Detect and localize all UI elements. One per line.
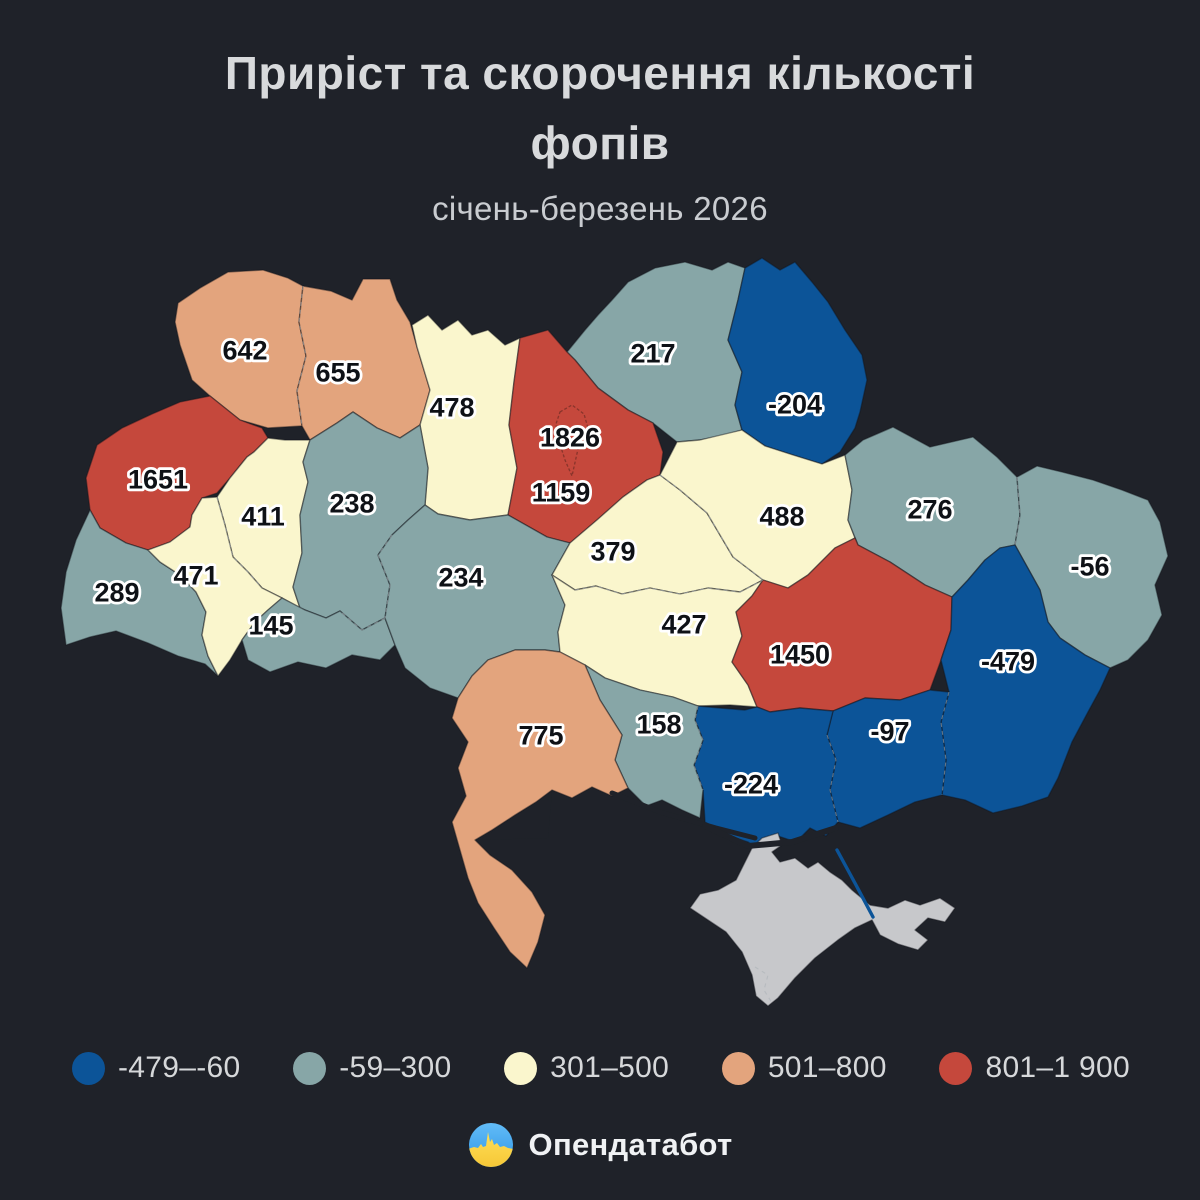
legend-label: 501–800 bbox=[767, 1051, 887, 1084]
legend-item-1: -59–300 bbox=[293, 1051, 451, 1085]
opendatabot-logo-icon bbox=[468, 1122, 514, 1168]
border-kherson-zaporizhzhia bbox=[826, 734, 839, 823]
legend-swatch-icon bbox=[293, 1051, 327, 1085]
title-block: Приріст та скорочення кількості фопів сі… bbox=[0, 38, 1200, 228]
value-label-kirovohrad: 427 bbox=[661, 610, 706, 640]
value-label-kharkiv: 276 bbox=[907, 495, 952, 525]
value-label-vinnytsia: 234 bbox=[438, 563, 483, 593]
value-label-zaporizhzhia: -97 bbox=[870, 717, 909, 747]
arabat-spit bbox=[835, 848, 875, 919]
value-label-zhytomyr: 478 bbox=[429, 393, 474, 423]
value-label-poltava: 488 bbox=[759, 502, 804, 532]
legend-label: 801–1 900 bbox=[985, 1051, 1130, 1084]
value-label-luhansk: -56 bbox=[1070, 552, 1109, 582]
map-borders-decor bbox=[216, 285, 1021, 1004]
value-label-chernihiv: 217 bbox=[630, 339, 675, 369]
border-cherkasy-kirovohrad bbox=[574, 579, 764, 595]
region-donetsk bbox=[940, 544, 1111, 814]
value-label-chernivtsi: 145 bbox=[248, 611, 293, 641]
value-label-kherson: -224 bbox=[724, 770, 778, 800]
region-sumy bbox=[727, 257, 868, 465]
legend: -479–-60 -59–300 301–500 501–800 801–1 900 bbox=[72, 1051, 1130, 1085]
value-label-lviv: 1651 bbox=[128, 465, 188, 495]
value-label-odesa: 775 bbox=[518, 721, 563, 751]
legend-swatch-icon bbox=[504, 1051, 538, 1085]
value-label-khmelnytskyi: 238 bbox=[329, 489, 374, 519]
border-khmelnytskyi-chernivtsi bbox=[339, 610, 386, 631]
border-khmelnytskyi-vinnytsia bbox=[377, 534, 393, 619]
legend-swatch-icon bbox=[72, 1051, 105, 1085]
dniester-estuary bbox=[480, 792, 552, 840]
legend-item-0: -479–-60 bbox=[72, 1051, 241, 1085]
legend-item-3: 501–800 bbox=[721, 1051, 887, 1085]
region-zaporizhzhia bbox=[826, 689, 950, 829]
legend-label: -59–300 bbox=[339, 1051, 452, 1084]
footer: Опендатабот bbox=[0, 1122, 1200, 1168]
legend-swatch-icon bbox=[721, 1051, 755, 1085]
border-cherkasy-poltava bbox=[659, 474, 764, 581]
value-label-sumy: -204 bbox=[768, 390, 822, 420]
legend-item-4: 801–1 900 bbox=[939, 1051, 1130, 1085]
value-label-kyiv-city: 1826 bbox=[540, 423, 600, 453]
legend-swatch-icon bbox=[939, 1051, 973, 1085]
value-label-dnipro: 1450 bbox=[770, 640, 830, 670]
region-odesa bbox=[451, 649, 629, 969]
border-kherson-mykolaiv bbox=[693, 705, 704, 791]
legend-label: 301–500 bbox=[550, 1051, 670, 1084]
value-label-mykolaiv: 158 bbox=[636, 710, 681, 740]
value-label-volyn: 642 bbox=[222, 336, 267, 366]
kyiv-city-outline bbox=[555, 404, 589, 479]
value-label-cherkasy: 379 bbox=[590, 537, 635, 567]
border-kharkiv-luhansk bbox=[1014, 476, 1021, 546]
value-label-ternopil: 411 bbox=[241, 502, 285, 532]
syvash-gulf bbox=[702, 823, 839, 850]
page-title-line2: фопів bbox=[530, 117, 670, 169]
border-volyn-rivne bbox=[296, 285, 307, 427]
subtitle: січень-березень 2026 bbox=[432, 190, 768, 227]
page-title-line1: Приріст та скорочення кількості bbox=[224, 47, 976, 99]
value-label-ivano-frankivsk: 471 bbox=[173, 561, 218, 591]
value-label-zakarpattia: 289 bbox=[94, 578, 139, 608]
value-label-kyiv-oblast: 1159 bbox=[532, 478, 591, 508]
region-chernivtsi bbox=[241, 597, 396, 673]
region-crimea bbox=[689, 832, 956, 1007]
legend-label: -479–-60 bbox=[118, 1051, 241, 1084]
dnipro-buh-estuary bbox=[609, 790, 758, 841]
region-luhansk bbox=[1014, 465, 1169, 669]
border-ternopil-ivano-frankivsk bbox=[216, 496, 263, 589]
value-label-rivne: 655 bbox=[315, 358, 360, 388]
border-zaporizhzhia-donetsk bbox=[940, 691, 950, 796]
legend-item-2: 301–500 bbox=[504, 1051, 669, 1085]
brand-name: Опендатабот bbox=[528, 1127, 733, 1162]
value-label-donetsk: -479 bbox=[981, 647, 1035, 677]
